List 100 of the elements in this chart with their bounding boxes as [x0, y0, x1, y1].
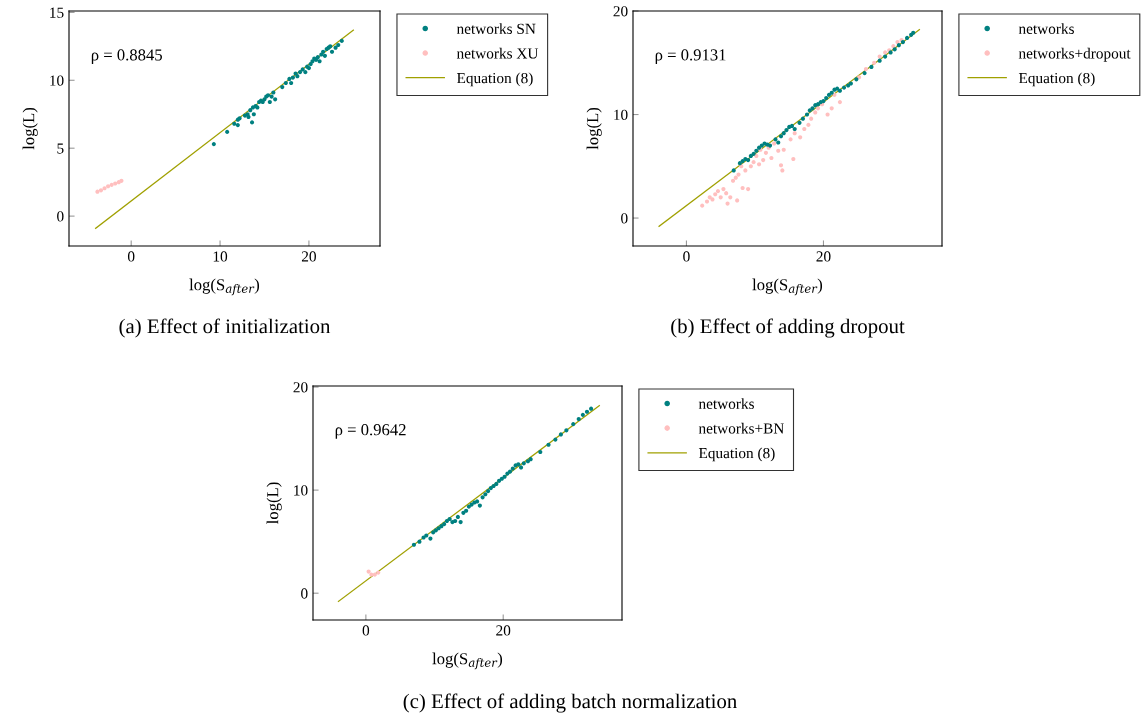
point: [455, 514, 460, 519]
y-tick-label: 0: [301, 588, 308, 599]
y-tick-label: 20: [293, 382, 308, 393]
x-tick-label: 20: [816, 251, 831, 262]
legend-label: networks XU: [456, 47, 539, 59]
point: [280, 84, 285, 90]
y-axis-title: log(L): [586, 107, 602, 150]
point: [730, 178, 736, 183]
point: [546, 442, 551, 447]
point: [809, 116, 814, 121]
point: [329, 49, 335, 54]
point: [518, 465, 524, 470]
point: [564, 428, 569, 433]
annotation: ρ = 0.8845: [91, 49, 162, 64]
point: [896, 43, 901, 48]
point: [704, 199, 710, 204]
y-tick-label: 10: [614, 109, 628, 120]
point: [746, 186, 751, 192]
point: [792, 126, 797, 132]
point: [713, 192, 718, 197]
point: [486, 489, 491, 494]
x-tick-label: 0: [683, 251, 690, 262]
point: [781, 131, 786, 136]
text: (c) Effect of adding batch normalization: [403, 693, 737, 713]
legend-label: networks SN: [456, 23, 536, 34]
point: [763, 150, 768, 155]
point: [477, 503, 482, 508]
point: [458, 519, 463, 525]
legend-label: Equation (8): [456, 72, 533, 87]
text: (a) Effect of initialization: [119, 318, 331, 338]
y-tick-label: 15: [50, 7, 64, 18]
point: [424, 533, 429, 538]
point: [235, 123, 240, 128]
point: [580, 412, 585, 417]
point: [883, 50, 888, 55]
point: [715, 189, 721, 194]
point: [904, 35, 910, 40]
x-tick-label: 0: [127, 251, 135, 262]
point: [754, 148, 759, 153]
point: [837, 100, 842, 105]
point: [225, 129, 230, 134]
annotation: ρ = 0.9131: [655, 49, 726, 64]
point: [232, 121, 237, 126]
point: [778, 163, 784, 168]
point: [721, 186, 726, 192]
point: [813, 110, 818, 115]
point: [106, 184, 111, 189]
point: [339, 38, 344, 43]
x-tick-label: 20: [301, 251, 316, 262]
point: [769, 155, 774, 161]
point: [724, 191, 729, 196]
legend-label: networks: [698, 398, 754, 409]
point: [571, 422, 576, 427]
point: [251, 112, 256, 117]
y-axis-title: log(L): [22, 107, 38, 150]
legend-label: networks+dropout: [1018, 47, 1131, 62]
point: [798, 135, 803, 140]
y-tick-label: 10: [50, 75, 64, 86]
point: [372, 572, 377, 577]
point: [480, 495, 485, 500]
point: [538, 449, 543, 455]
legend-label: networks: [1018, 23, 1074, 34]
point: [376, 570, 381, 575]
point: [825, 112, 830, 117]
point: [806, 122, 811, 127]
point: [883, 54, 888, 59]
y-tick-label: 0: [621, 213, 628, 224]
point: [442, 522, 447, 527]
x-axis-title: log(S$_{after}$): [432, 652, 503, 670]
point: [525, 459, 531, 464]
point: [791, 156, 796, 162]
point: [756, 162, 762, 167]
point: [877, 58, 882, 63]
point: [483, 492, 488, 497]
point: [733, 175, 738, 180]
point: [290, 75, 295, 80]
point: [728, 195, 733, 200]
point: [740, 185, 745, 191]
point: [872, 60, 877, 65]
x-tick-label: 10: [213, 251, 228, 262]
point: [589, 406, 594, 411]
point: [778, 134, 784, 139]
point: [421, 535, 426, 540]
annotation: ρ = 0.9642: [335, 424, 406, 439]
x-axis-title: log(S$_{after}$): [752, 278, 823, 296]
point: [895, 39, 900, 45]
point: [700, 203, 705, 208]
point: [102, 186, 107, 191]
point: [211, 142, 216, 147]
point: [584, 409, 590, 414]
point: [736, 172, 741, 177]
point: [748, 164, 753, 169]
legend-label: Equation (8): [698, 447, 775, 462]
point: [521, 461, 526, 466]
point: [841, 85, 847, 90]
y-axis-title: log(L): [266, 482, 282, 524]
point: [267, 99, 272, 105]
point: [761, 157, 766, 163]
point: [824, 95, 829, 101]
text: (b) Effect of adding dropout: [671, 318, 905, 338]
